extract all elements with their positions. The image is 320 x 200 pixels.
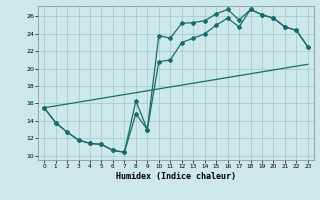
X-axis label: Humidex (Indice chaleur): Humidex (Indice chaleur) (116, 172, 236, 181)
